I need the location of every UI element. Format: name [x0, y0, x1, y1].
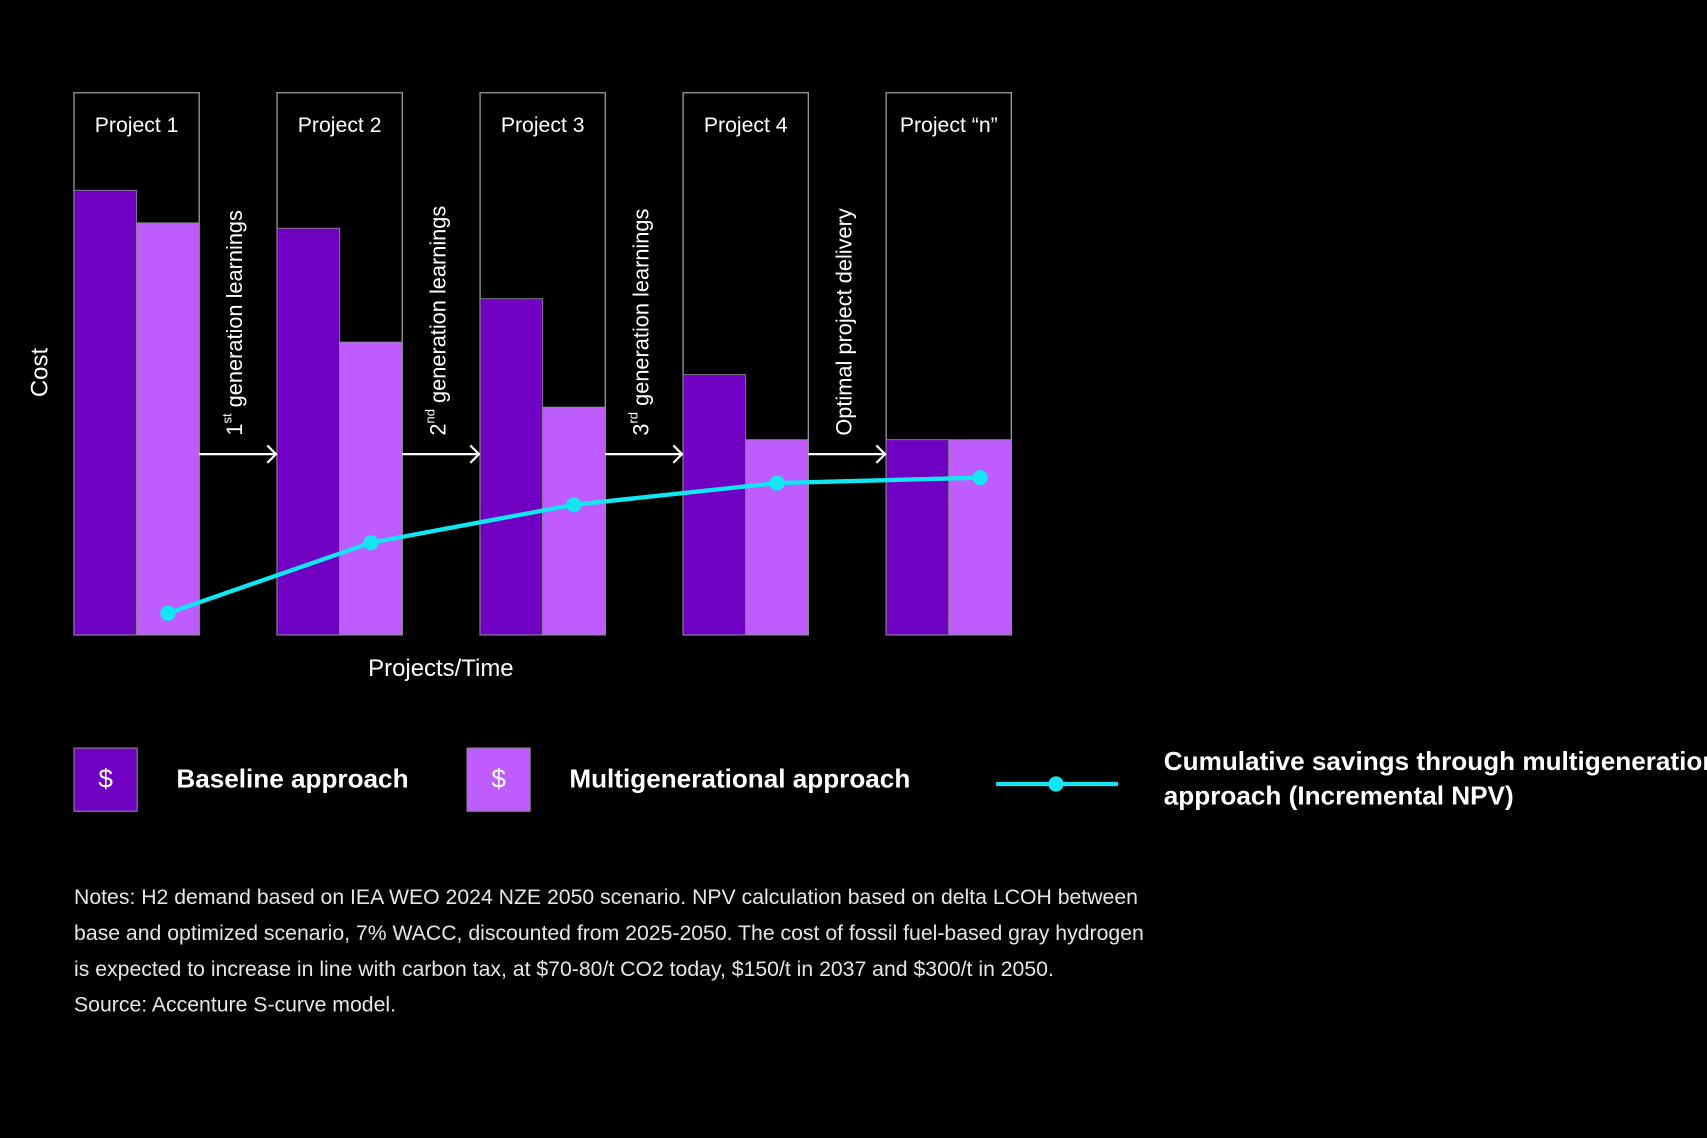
- legend-label-box: Cumulative savings through multigenerati…: [1163, 746, 1707, 812]
- line-point: [566, 497, 582, 513]
- annotation-text: Optimal project delivery: [831, 208, 856, 436]
- annotation-suffix: st: [220, 413, 235, 424]
- x-tick-label: Project 2: [298, 114, 382, 137]
- annotation-number: 1: [222, 424, 247, 436]
- bar: [885, 439, 950, 636]
- x-tick-label: Project “n”: [900, 114, 998, 137]
- legend-symbol: $: [98, 764, 113, 794]
- x-tick-label: Project 1: [95, 114, 179, 137]
- line-point: [972, 470, 988, 486]
- annotation-suffix: nd: [423, 409, 438, 424]
- line-point: [160, 605, 176, 621]
- annotation-text: generation learnings: [222, 210, 247, 413]
- bar: [276, 227, 341, 636]
- annotation: Optimal project delivery: [831, 208, 856, 436]
- bar: [948, 439, 1012, 636]
- bar: [745, 439, 809, 636]
- legend-swatch: [73, 747, 138, 812]
- note-line: Notes: H2 demand based on IEA WEO 2024 N…: [74, 886, 1138, 909]
- annotation-text: generation learnings: [425, 206, 450, 409]
- bar: [73, 189, 138, 636]
- legend-label: Multigenerational approach: [569, 764, 910, 794]
- line-point: [363, 535, 379, 551]
- arrow-head: [266, 444, 278, 464]
- legend-label: Baseline approach: [176, 764, 408, 794]
- arrow-head: [875, 444, 887, 464]
- annotation-text: generation learnings: [628, 209, 653, 412]
- annotation: 3rd generation learnings: [626, 209, 653, 436]
- bar: [542, 406, 606, 636]
- annotation: 1st generation learnings: [220, 210, 247, 436]
- annotation-number: 2: [425, 424, 450, 436]
- x-axis-label: Projects/Time: [368, 655, 513, 682]
- arrow-head: [672, 444, 684, 464]
- note-line: is expected to increase in line with car…: [74, 958, 1054, 981]
- legend-swatch: [466, 747, 531, 812]
- x-tick-label: Project 3: [501, 114, 585, 137]
- bar: [682, 374, 747, 636]
- y-axis-label: Cost: [27, 348, 54, 398]
- bar: [136, 222, 200, 636]
- bar: [479, 298, 544, 636]
- x-tick-label: Project 4: [704, 114, 788, 137]
- annotation: 2nd generation learnings: [423, 206, 450, 436]
- legend-symbol: $: [491, 764, 506, 794]
- arrow-head: [469, 444, 481, 464]
- annotation-suffix: rd: [626, 412, 641, 424]
- note-line: Source: Accenture S-curve model.: [74, 994, 396, 1017]
- legend-marker: [1048, 776, 1064, 792]
- note-line: base and optimized scenario, 7% WACC, di…: [74, 922, 1144, 945]
- bar: [339, 341, 403, 636]
- annotation-number: 3: [628, 424, 653, 436]
- line-point: [769, 475, 785, 491]
- legend-label: Cumulative savings through multigenerati…: [1163, 746, 1707, 812]
